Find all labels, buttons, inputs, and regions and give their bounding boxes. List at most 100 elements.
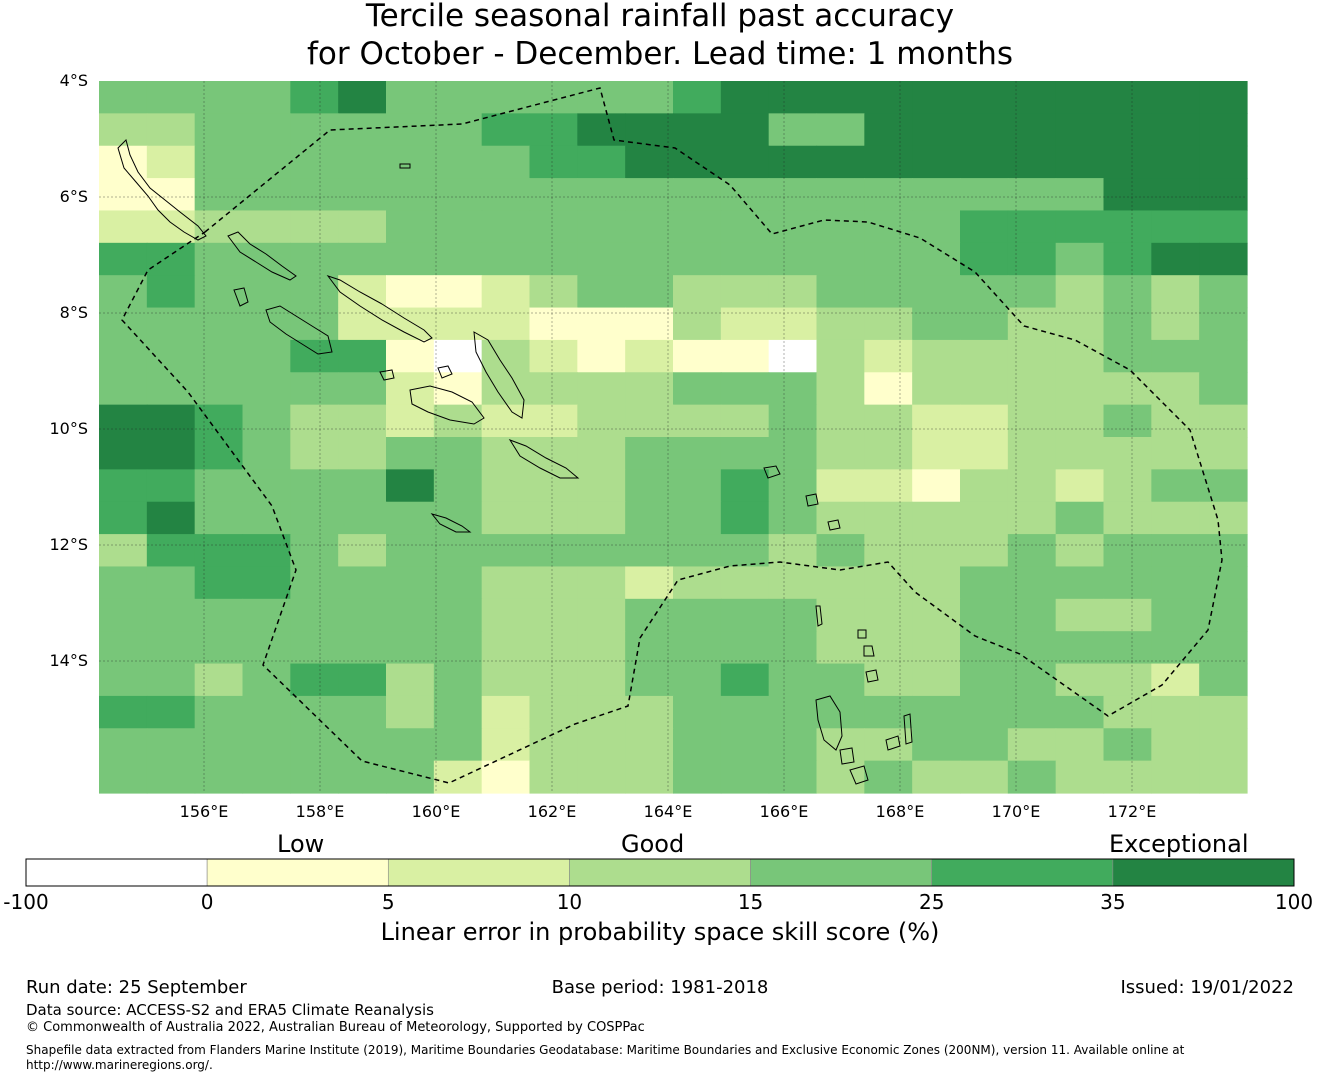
grid-cell bbox=[1199, 534, 1248, 568]
grid-cell bbox=[1055, 760, 1105, 794]
grid-cell bbox=[433, 437, 483, 470]
grid-cell bbox=[433, 598, 483, 632]
grid-cell bbox=[1055, 469, 1105, 503]
grid-cell bbox=[577, 534, 626, 568]
grid-cell bbox=[99, 242, 148, 276]
category-exceptional: Exceptional bbox=[1109, 830, 1249, 858]
grid-cell bbox=[864, 242, 913, 276]
grid-cell bbox=[960, 372, 1009, 406]
grid-cell bbox=[99, 437, 148, 470]
grid-cell bbox=[577, 598, 626, 632]
grid-cell bbox=[1055, 404, 1105, 438]
longitude-label: 170°E bbox=[991, 802, 1041, 821]
grid-cell bbox=[720, 210, 770, 244]
grid-cell bbox=[864, 695, 913, 729]
grid-cell bbox=[912, 566, 961, 600]
guadalcanal-island bbox=[409, 385, 485, 425]
grid-cell bbox=[816, 598, 865, 632]
grid-cell bbox=[1151, 728, 1200, 762]
grid-cell bbox=[433, 534, 483, 568]
grid-cell bbox=[338, 501, 387, 535]
grid-cell bbox=[290, 145, 339, 179]
grid-cell bbox=[768, 501, 818, 535]
grid-cell bbox=[338, 275, 387, 309]
grid-cell bbox=[242, 566, 291, 600]
grid-cell bbox=[1103, 372, 1152, 406]
grid-cell bbox=[816, 242, 865, 276]
grid-cell bbox=[720, 404, 770, 438]
grid-cell bbox=[864, 307, 913, 341]
grid-cell bbox=[386, 372, 435, 406]
grid-cell bbox=[242, 81, 291, 114]
grid-cell bbox=[768, 372, 818, 406]
grid-cell bbox=[290, 501, 339, 535]
grid-cell bbox=[1151, 760, 1200, 794]
grid-cell bbox=[99, 566, 148, 600]
grid-cell bbox=[1103, 307, 1152, 341]
colorbar-tick-label: 15 bbox=[737, 890, 764, 914]
grid-cell bbox=[816, 372, 865, 406]
colorbar-tick-label: 5 bbox=[381, 890, 395, 914]
grid-cell bbox=[146, 210, 196, 244]
grid-cell bbox=[673, 566, 722, 600]
grid-cell bbox=[529, 404, 578, 438]
grid-cell bbox=[1055, 210, 1105, 244]
grid-cell bbox=[912, 404, 961, 438]
grid-cell bbox=[1199, 437, 1248, 470]
grid-cell bbox=[864, 501, 913, 535]
grid-cell bbox=[338, 372, 387, 406]
grid-cell bbox=[290, 534, 339, 568]
grid-cell bbox=[960, 113, 1009, 147]
grid-cell bbox=[816, 469, 865, 503]
grid-cell bbox=[625, 275, 674, 309]
grid-cell bbox=[481, 210, 531, 244]
grid-cell bbox=[146, 404, 196, 438]
grid-cell bbox=[816, 534, 865, 568]
grid-cell bbox=[386, 501, 435, 535]
grid-cell bbox=[1055, 113, 1105, 147]
grid-cell bbox=[433, 728, 483, 762]
grid-cell bbox=[1007, 728, 1057, 762]
grid-cell bbox=[625, 242, 674, 276]
grid-cell bbox=[864, 275, 913, 309]
grid-cell bbox=[1055, 437, 1105, 470]
grid-cell bbox=[1007, 339, 1057, 373]
grid-cell bbox=[481, 437, 531, 470]
grid-cell bbox=[194, 631, 244, 665]
grid-cell bbox=[1103, 178, 1152, 212]
torres-islands bbox=[815, 605, 823, 627]
choiseul-island bbox=[227, 231, 297, 281]
grid-cell bbox=[1103, 501, 1152, 535]
grid-cell bbox=[577, 275, 626, 309]
grid-cell bbox=[529, 307, 578, 341]
grid-cell bbox=[433, 81, 483, 114]
grid-cell bbox=[864, 339, 913, 373]
grid-cell bbox=[194, 534, 244, 568]
grid-cell bbox=[529, 598, 578, 632]
grid-cell bbox=[720, 728, 770, 762]
grid-cell bbox=[1199, 339, 1248, 373]
grid-cell bbox=[1103, 339, 1152, 373]
grid-cell bbox=[912, 242, 961, 276]
grid-cell bbox=[242, 760, 291, 794]
grid-cell bbox=[481, 339, 531, 373]
grid-cell bbox=[577, 501, 626, 535]
grid-cell bbox=[1055, 695, 1105, 729]
grid-cell bbox=[864, 598, 913, 632]
grid-cell bbox=[481, 307, 531, 341]
grid-cell bbox=[625, 145, 674, 179]
grid-cell bbox=[1007, 760, 1057, 794]
grid-cell bbox=[194, 113, 244, 147]
grid-cell bbox=[338, 210, 387, 244]
grid-cell bbox=[1007, 145, 1057, 179]
grid-cell bbox=[912, 501, 961, 535]
grid-cell bbox=[1055, 631, 1105, 665]
duff-islands bbox=[763, 465, 781, 479]
grid-cell bbox=[1007, 275, 1057, 309]
grid-cell bbox=[242, 663, 291, 697]
colorbar-tick-label: 0 bbox=[200, 890, 214, 914]
grid-cell bbox=[290, 598, 339, 632]
grid-cell bbox=[1055, 372, 1105, 406]
grid-cell bbox=[673, 113, 722, 147]
nggela-islands bbox=[437, 365, 453, 379]
